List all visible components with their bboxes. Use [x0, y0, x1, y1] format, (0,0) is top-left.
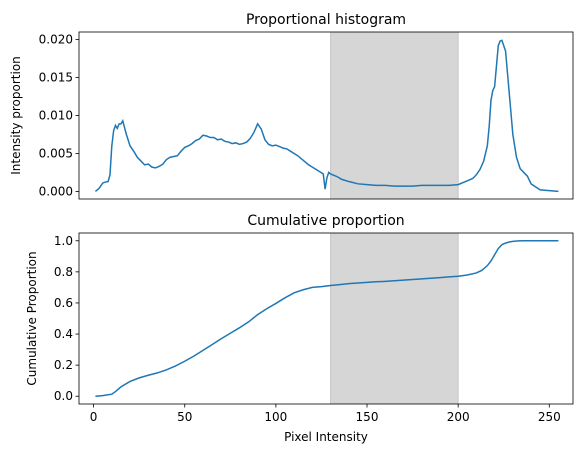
histogram-title: Proportional histogram [246, 12, 406, 28]
histogram-y-ticks: 0.000 0.005 0.010 0.015 0.020 [39, 33, 79, 198]
y-tick-label: 0.4 [54, 327, 73, 341]
cumulative-y-label: Cumulative Proportion [25, 251, 39, 385]
x-tick-label: 250 [538, 410, 561, 424]
y-tick-label: 0.015 [39, 71, 73, 85]
histogram-panel: 0.000 0.005 0.010 0.015 0.020 Proportional h… [9, 12, 574, 200]
y-tick-label: 0.010 [39, 109, 73, 123]
y-tick-label: 0.0 [54, 389, 73, 403]
y-tick-label: 0.000 [39, 184, 73, 198]
cumulative-y-ticks: 0.0 0.2 0.4 0.6 0.8 1.0 [54, 234, 79, 403]
histogram-line [94, 39, 559, 193]
y-tick-label: 0.005 [39, 146, 73, 160]
y-tick-label: 0.2 [54, 358, 73, 372]
y-tick-label: 0.020 [39, 33, 73, 47]
x-tick-label: 100 [264, 410, 287, 424]
cumulative-x-ticks: 0 50 100 150 200 250 [90, 404, 561, 424]
histogram-shaded-region [330, 32, 459, 199]
histogram-axes-frame [78, 31, 574, 200]
cumulative-axes-frame [78, 232, 574, 405]
x-tick-label: 50 [177, 410, 192, 424]
cumulative-line [95, 240, 559, 397]
y-tick-label: 1.0 [54, 234, 73, 248]
x-tick-label: 200 [447, 410, 470, 424]
x-tick-label: 0 [90, 410, 98, 424]
x-tick-label: 150 [356, 410, 379, 424]
y-tick-label: 0.8 [54, 265, 73, 279]
cumulative-x-label: Pixel Intensity [284, 430, 368, 444]
cumulative-panel: 0.0 0.2 0.4 0.6 0.8 1.0 0 50 100 150 200 250 Cumul… [25, 213, 574, 444]
y-tick-label: 0.6 [54, 296, 73, 310]
cumulative-title: Cumulative proportion [247, 213, 404, 229]
histogram-y-label: Intensity proportion [9, 56, 23, 175]
cumulative-shaded-region [330, 233, 459, 404]
